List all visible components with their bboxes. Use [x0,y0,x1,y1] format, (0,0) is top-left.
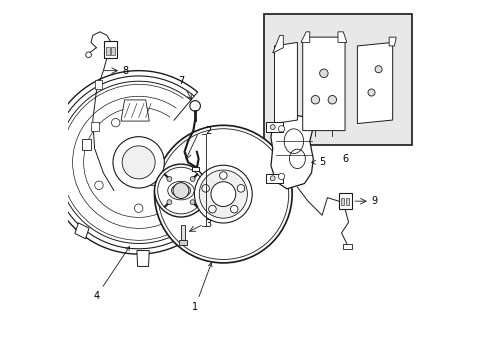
Bar [81,139,91,150]
Text: 1: 1 [192,263,211,312]
Circle shape [189,100,200,111]
Circle shape [208,205,216,213]
Polygon shape [137,251,149,266]
Circle shape [327,95,336,104]
Circle shape [230,205,238,213]
Bar [343,243,351,249]
Circle shape [310,95,319,104]
Bar [94,80,102,89]
Text: 7: 7 [178,76,191,99]
Bar [180,225,185,240]
Bar [345,198,348,206]
Circle shape [210,182,235,207]
Polygon shape [75,223,89,239]
Bar [192,167,198,171]
Circle shape [158,129,288,260]
Circle shape [219,172,226,179]
Polygon shape [300,32,309,42]
Text: 2: 2 [205,126,211,136]
Text: 8: 8 [122,66,129,76]
Circle shape [166,200,171,204]
Polygon shape [302,37,345,131]
Circle shape [270,176,275,181]
Text: 3: 3 [205,219,211,229]
Text: 5: 5 [311,157,325,167]
Circle shape [190,176,195,181]
Bar [179,240,186,245]
Circle shape [194,165,252,223]
Bar [341,198,344,206]
Text: 9: 9 [371,196,377,206]
Text: 6: 6 [342,154,348,164]
Polygon shape [128,176,156,185]
Polygon shape [357,42,392,123]
Circle shape [95,181,103,189]
Circle shape [367,89,374,96]
Bar [111,47,115,55]
Circle shape [158,167,204,214]
Circle shape [111,118,120,127]
Bar [91,122,99,131]
Circle shape [270,125,275,130]
Bar [106,47,109,55]
Circle shape [237,185,244,192]
Polygon shape [274,42,297,123]
Circle shape [278,126,284,132]
Text: 4: 4 [93,247,129,301]
Bar [265,174,283,183]
Bar [265,122,283,132]
Circle shape [278,173,284,180]
Circle shape [113,137,164,188]
Circle shape [190,200,195,204]
Polygon shape [121,100,149,121]
Circle shape [202,185,209,192]
Circle shape [319,69,327,77]
Polygon shape [388,37,395,46]
Bar [264,14,411,145]
Circle shape [134,204,142,212]
Circle shape [166,176,171,181]
Circle shape [374,66,381,73]
Circle shape [85,52,91,58]
Polygon shape [272,35,283,53]
Bar [104,41,117,58]
Circle shape [122,146,155,179]
Circle shape [173,183,188,198]
Bar [338,193,351,209]
Polygon shape [337,32,346,42]
Circle shape [199,170,247,218]
Polygon shape [270,115,313,189]
Circle shape [154,164,207,217]
Circle shape [154,125,291,263]
